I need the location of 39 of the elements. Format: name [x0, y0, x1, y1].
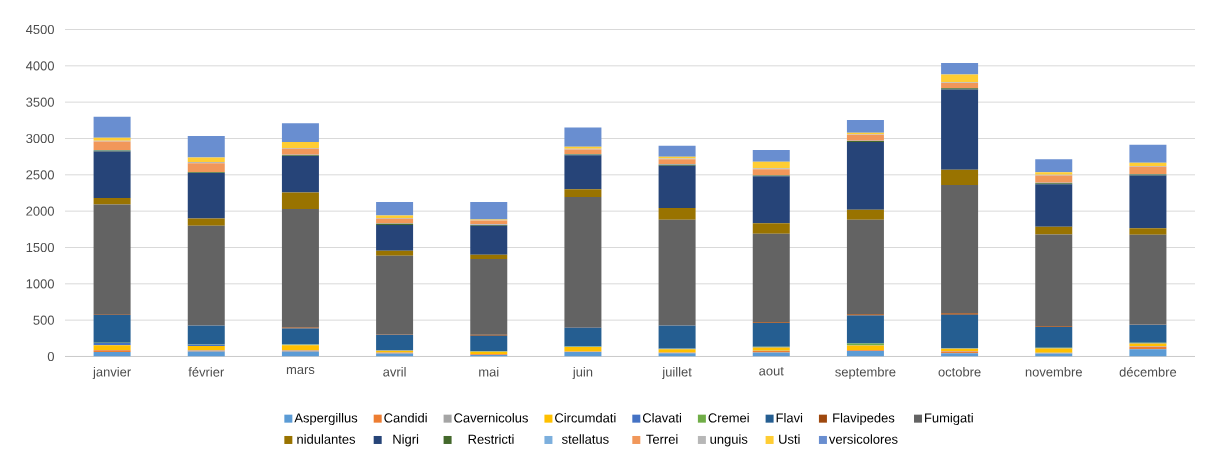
legend-label: Candidi — [384, 412, 427, 423]
x-tick-label: avril — [383, 367, 406, 377]
y-tick-label: 500 — [33, 315, 54, 325]
legend-label: Cavernicolus — [454, 412, 528, 423]
x-tick-label: décembre — [1119, 367, 1177, 377]
x-tick-label: mars — [286, 367, 315, 375]
x-tick-label: aout — [759, 367, 784, 376]
x-tick-label: septembre — [835, 367, 896, 380]
y-tick-label: 1500 — [26, 242, 54, 253]
legend-label: Flavipedes — [833, 412, 895, 426]
y-tick-label: 4500 — [25, 24, 54, 35]
legend-label: Circumdati — [555, 412, 616, 423]
y-tick-label: 3000 — [26, 133, 54, 144]
y-tick-label: 1000 — [26, 279, 54, 289]
y-tick-label: 4000 — [25, 61, 54, 71]
x-tick-label: juin — [572, 367, 593, 380]
y-tick-label: 2000 — [26, 206, 54, 216]
legend-label: Clavati — [642, 412, 681, 423]
x-tick-label: octobre — [938, 367, 981, 377]
y-tick-label: 0 — [47, 351, 54, 362]
legend-label: nidulantes — [297, 434, 356, 444]
legend-label: Aspergillus — [294, 412, 358, 426]
legend-label: versicolores — [828, 434, 898, 444]
legend-label: Usti — [779, 434, 800, 444]
legend-label: unguis — [710, 434, 748, 447]
y-tick-label: 3500 — [26, 97, 54, 107]
legend-label: Restricti — [468, 434, 514, 444]
legend-label: Fumigati — [925, 412, 973, 426]
y-tick-label: 2500 — [26, 170, 54, 180]
legend-label: stellatus — [561, 434, 609, 444]
legend-label: Cremei — [708, 412, 749, 423]
x-tick-label: janvier — [92, 367, 131, 380]
legend-label: Nigri — [393, 434, 419, 447]
x-tick-label: juillet — [662, 367, 692, 380]
legend-label: Flavi — [776, 412, 803, 423]
legend-label: Terrei — [646, 434, 678, 444]
x-tick-label: mai — [479, 367, 499, 377]
x-tick-label: février — [188, 367, 225, 377]
x-tick-label: novembre — [1025, 367, 1082, 377]
